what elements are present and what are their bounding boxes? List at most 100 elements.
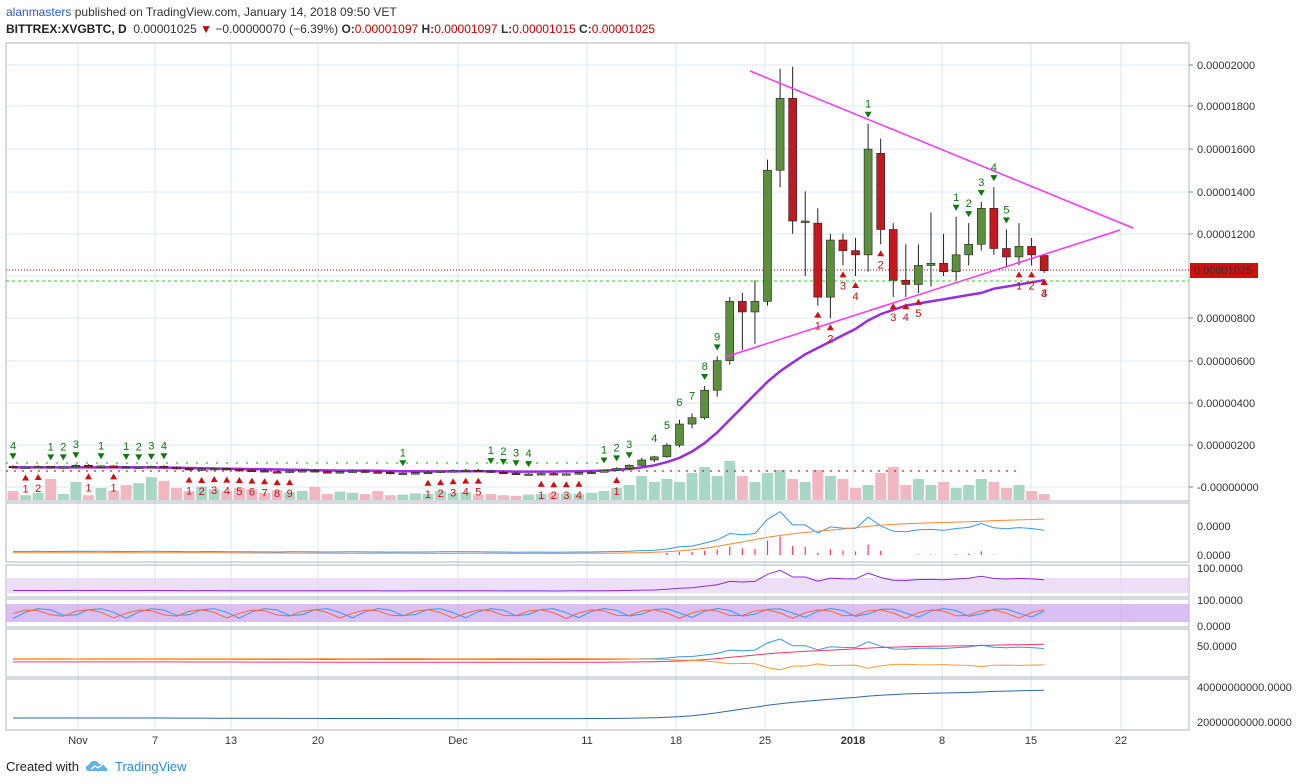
volume-bar: [485, 494, 497, 500]
sell-setup-arrow: [72, 452, 80, 459]
candle-body: [385, 471, 395, 475]
candle-body: [612, 468, 621, 471]
volume-bar: [887, 467, 899, 500]
close-label: C:: [579, 22, 592, 36]
sell-setup-count: 2: [614, 442, 620, 454]
buy-setup-count: 1: [614, 486, 620, 498]
candle-body: [901, 279, 911, 285]
candle-body: [423, 471, 433, 475]
sell-setup-arrow: [512, 460, 520, 467]
volume-bar: [45, 479, 57, 500]
candle-body: [235, 469, 244, 472]
sell-setup-count: 1: [98, 440, 104, 452]
candle-body: [976, 208, 986, 245]
buy-setup-arrow: [814, 311, 822, 318]
candle-body: [398, 472, 408, 475]
buy-setup-count: 5: [915, 308, 921, 320]
panel-frame: [5, 678, 1190, 731]
candle-body: [411, 472, 420, 475]
buy-setup-arrow: [1040, 278, 1048, 285]
y-tick-label: 0.00000600: [1197, 356, 1255, 368]
y-tick-label: -0.00000000: [1197, 482, 1259, 494]
sell-setup-count: 3: [148, 441, 154, 453]
volume-bar: [950, 488, 962, 500]
volume-bars: [7, 461, 1050, 500]
volume-bar: [925, 485, 937, 500]
candle-body: [184, 468, 194, 471]
candle-body: [624, 464, 634, 469]
buy-setup-count: 3: [563, 490, 569, 502]
volume-bar: [233, 488, 245, 500]
volume-bar: [573, 494, 585, 500]
candle-body: [826, 239, 835, 298]
candle-body: [650, 456, 659, 461]
symbol-label: BITTREX:XVGBTC, D: [6, 22, 127, 36]
candle-body: [926, 263, 936, 266]
candle-body: [1002, 248, 1011, 258]
candle-body: [121, 466, 131, 469]
candle-body: [222, 468, 232, 471]
y-tick-label: 0.00000800: [1197, 313, 1255, 325]
volume-bar: [435, 491, 447, 500]
volume-bar: [221, 491, 233, 500]
volume-bar: [648, 482, 660, 500]
candle-body: [989, 208, 999, 249]
sell-setup-count: 4: [526, 448, 532, 460]
volume-bar: [824, 476, 836, 500]
buy-setup-arrow: [575, 480, 583, 487]
indicator-axis-label: 0.0000: [1197, 521, 1231, 533]
volume-bar: [560, 493, 572, 500]
indicator-axis-label: 0.0000: [1197, 550, 1231, 562]
time-axis[interactable]: Nov 7 13 20 Dec 11 18 25 2018 8 15 22: [68, 735, 1127, 747]
candle-body: [58, 466, 68, 469]
buy-setup-arrow: [826, 324, 834, 331]
x-tick-label: 20: [312, 735, 324, 747]
volume-bar: [686, 473, 698, 500]
volume-bar: [397, 494, 409, 500]
level-lines: [6, 269, 1189, 472]
sell-setup-arrow: [952, 204, 960, 211]
sell-setup-arrow: [977, 189, 985, 196]
candle-body: [285, 470, 294, 473]
buy-setup-count: 9: [287, 488, 293, 500]
tradingview-brand[interactable]: TradingView: [114, 758, 187, 774]
sell-setup-count: 1: [123, 441, 129, 453]
candle-body: [838, 239, 848, 251]
tradingview-cloud-icon: [85, 761, 108, 771]
volume-bar: [208, 489, 220, 500]
author-link[interactable]: alanmasters: [6, 5, 72, 19]
rsi-line: [13, 569, 1045, 592]
indicator-axis-label: 100.0000: [1197, 595, 1243, 607]
sell-setup-count: 8: [702, 361, 708, 373]
volume-bar: [158, 480, 170, 500]
down-triangle-icon: ▼: [200, 22, 212, 36]
volume-bar: [875, 473, 887, 500]
candle-body: [951, 254, 961, 273]
buy-setup-arrow: [185, 476, 193, 483]
stoch-band: [6, 604, 1189, 622]
volume-bar: [774, 470, 786, 500]
sell-setup-arrow: [160, 453, 168, 460]
sell-setup-arrow: [1002, 217, 1010, 224]
buy-setup-count: 4: [463, 487, 469, 499]
candle-body: [863, 148, 873, 256]
volume-bar: [787, 479, 799, 500]
buy-setup-arrow: [889, 303, 897, 310]
indicator-axis-label: 100.0000: [1197, 563, 1243, 575]
x-tick-label: Nov: [68, 735, 88, 747]
volume-bar: [837, 479, 849, 500]
indicator-axis-label: 20000000000.0000: [1197, 717, 1292, 729]
stoch-k-line: [12, 607, 1045, 619]
candle-body: [1039, 255, 1049, 272]
volume-bar: [762, 473, 773, 500]
volume-bar: [510, 495, 522, 500]
candle-body: [247, 469, 257, 472]
buy-setup-count: 1: [23, 483, 29, 495]
dmi-minus-line: [13, 658, 1045, 671]
price-axis[interactable]: 0.00002000 0.00001800 0.00001600 0.00001400…: [1189, 60, 1292, 729]
buy-setup-arrow: [613, 477, 621, 484]
candle-body: [335, 471, 345, 474]
indicator-axis-label: 0.0000: [1197, 621, 1231, 633]
